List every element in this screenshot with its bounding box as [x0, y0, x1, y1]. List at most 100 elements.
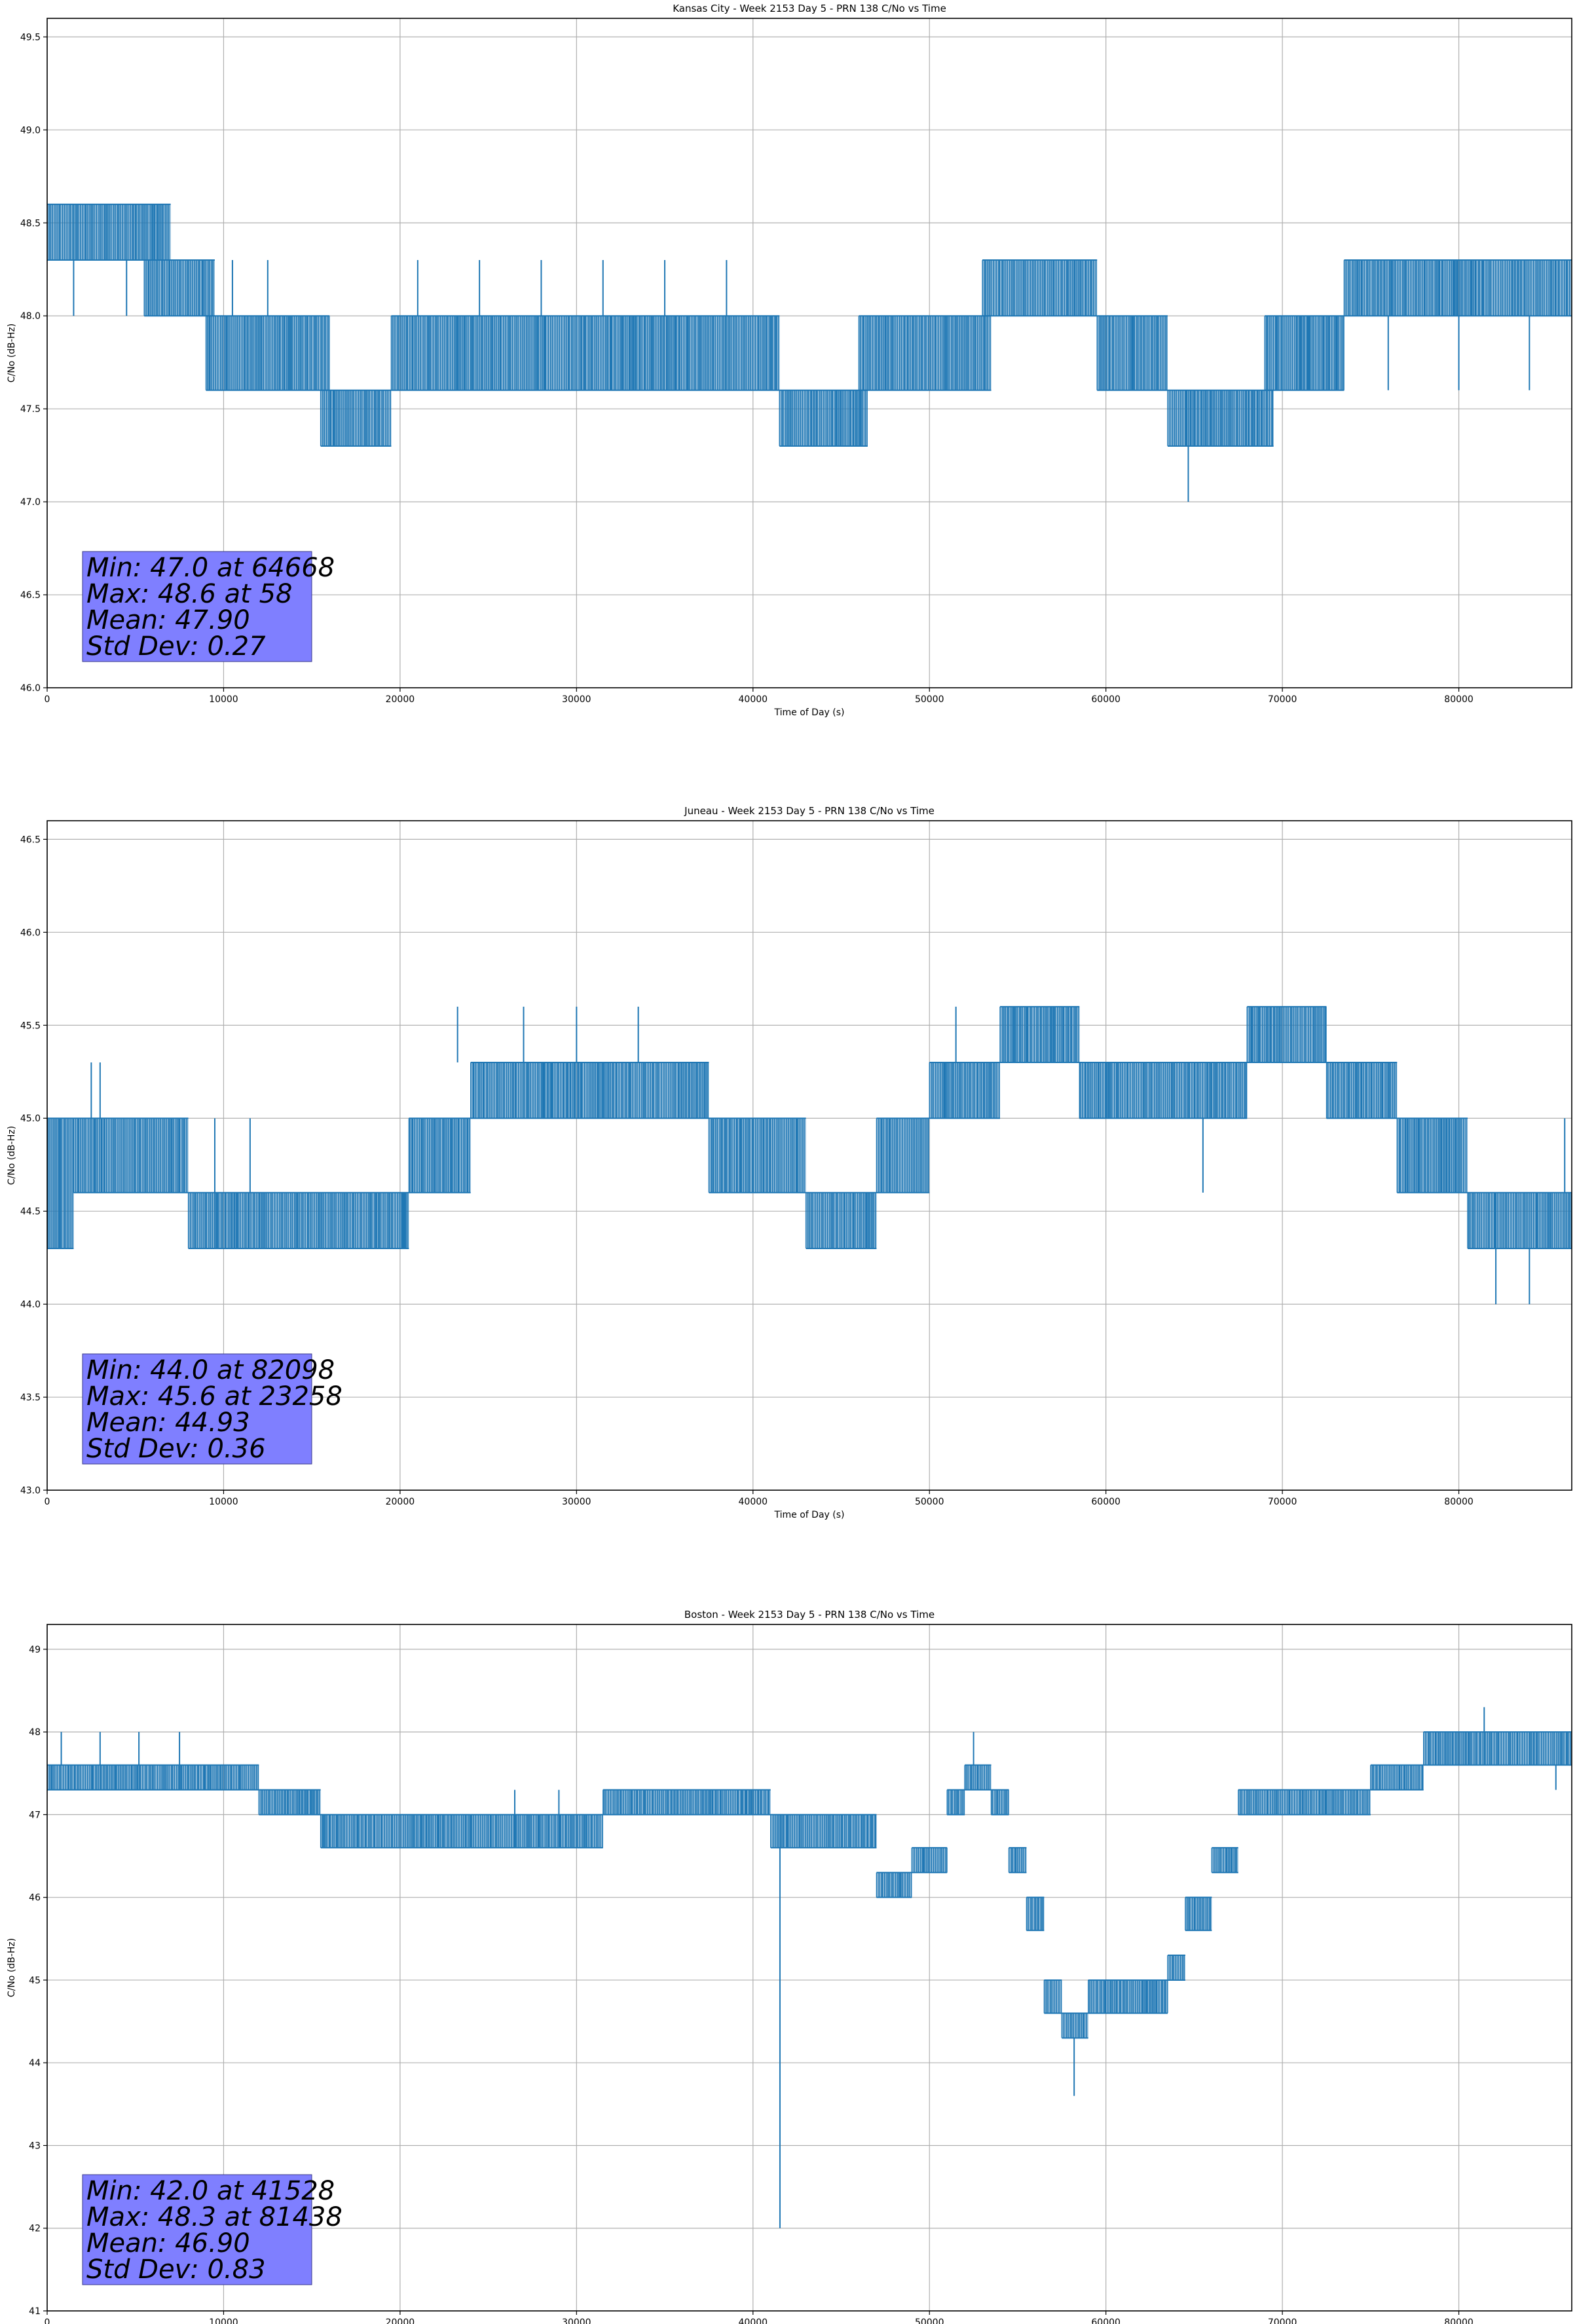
stats-line: Min: 42.0 at 41528 [86, 2176, 335, 2206]
stats-line: Min: 47.0 at 64668 [86, 553, 335, 583]
y-tick-label: 48.0 [20, 311, 41, 322]
y-axis-label: C/No (dB-Hz) [7, 324, 17, 383]
chart-panel-2: 0 10000 20000 30000 40000 50000 60000 70000 8000… [7, 805, 1572, 1520]
series-transitions [1061, 2013, 1087, 2038]
stats-line: Max: 48.6 at 58 [86, 579, 292, 609]
chart-title: Kansas City - Week 2153 Day 5 - PRN 138 … [673, 3, 946, 14]
chart-title: Boston - Week 2153 Day 5 - PRN 138 C/No … [684, 1609, 935, 1621]
series-transitions [73, 1118, 187, 1193]
series-line [47, 1707, 1572, 2228]
x-tick-label: 10000 [209, 2317, 238, 2324]
y-tick-label: 46.0 [20, 683, 41, 694]
x-tick-label: 80000 [1444, 2317, 1474, 2324]
x-tick-label: 40000 [739, 694, 768, 705]
series-transitions [1343, 260, 1570, 316]
series-transitions [708, 1118, 805, 1193]
stats-line: Mean: 44.93 [86, 1408, 250, 1438]
series-transitions [47, 1118, 73, 1248]
series-band [1026, 1897, 1045, 1931]
x-tick-label: 50000 [915, 1497, 944, 1507]
series-band [1468, 1192, 1572, 1248]
y-tick-label: 43 [29, 2141, 41, 2151]
x-tick-label: 30000 [562, 2317, 591, 2324]
y-tick-label: 47.0 [20, 497, 41, 508]
stats-line: Max: 48.3 at 81438 [86, 2202, 343, 2232]
x-tick-label: 70000 [1268, 694, 1297, 705]
stats-line: Mean: 47.90 [86, 605, 250, 635]
x-tick-label: 10000 [209, 1497, 238, 1507]
series-transitions [1043, 1979, 1062, 2014]
series-transitions [911, 1847, 948, 1873]
series-transitions [770, 1814, 877, 1848]
stats-line: Mean: 46.90 [86, 2228, 250, 2258]
x-tick-label: 20000 [386, 1497, 415, 1507]
series-line [47, 1005, 1572, 1305]
series-transitions [1096, 316, 1168, 390]
chart-panel-3: 0 10000 20000 30000 40000 50000 60000 70000 8000… [7, 1609, 1572, 2324]
x-tick-label: 50000 [915, 2317, 944, 2324]
series-transitions [470, 1062, 709, 1119]
series-transitions [320, 390, 391, 446]
x-tick-label: 0 [45, 1497, 50, 1507]
stats-box-background [82, 1353, 312, 1465]
series-transitions [320, 1814, 470, 1848]
series-transitions [1167, 1955, 1185, 1980]
y-tick-label: 45.5 [20, 1021, 41, 1031]
series-transitions [1370, 1765, 1424, 1790]
series-transitions [1246, 1006, 1327, 1063]
series-transitions [858, 316, 991, 390]
series-transitions [876, 1872, 912, 1898]
x-tick-label: 0 [45, 694, 50, 705]
series-transitions [408, 1118, 470, 1193]
x-tick-label: 30000 [562, 694, 591, 705]
stats-line: Min: 44.0 at 82098 [86, 1355, 335, 1385]
series-transitions [603, 1790, 770, 1815]
x-tick-label: 80000 [1444, 694, 1474, 705]
series-transitions [1088, 1979, 1168, 2014]
stats-line: Max: 45.6 at 23258 [86, 1381, 343, 1412]
x-axis-label: Time of Day (s) [774, 707, 845, 718]
x-tick-label: 70000 [1268, 2317, 1297, 2324]
series-transitions [47, 1765, 259, 1790]
x-tick-label: 40000 [739, 2317, 768, 2324]
series-transitions [990, 1790, 1009, 1815]
series-transitions [1282, 1790, 1370, 1815]
y-tick-label: 48 [29, 1727, 41, 1738]
x-tick-label: 30000 [562, 1497, 591, 1507]
series-transitions [1467, 1192, 1572, 1248]
series-transitions [390, 316, 779, 390]
x-tick-label: 20000 [386, 2317, 415, 2324]
series-line [47, 203, 1572, 502]
series-transitions [258, 1790, 320, 1815]
x-tick-label: 60000 [1091, 694, 1121, 705]
y-axis-label: C/No (dB-Hz) [7, 1938, 17, 1997]
chart-title: Juneau - Week 2153 Day 5 - PRN 138 C/No … [684, 805, 935, 817]
series-transitions [1008, 1847, 1026, 1873]
y-tick-label: 49.0 [20, 125, 41, 136]
series-transitions [999, 1006, 1080, 1063]
y-tick-label: 44.5 [20, 1207, 41, 1217]
y-tick-label: 46.5 [20, 834, 41, 845]
series-band [991, 1790, 1009, 1815]
plot-frame [46, 820, 1572, 1491]
series-transitions [1211, 1847, 1237, 1873]
stats-box-background [82, 551, 312, 662]
stats-box-background [82, 2174, 312, 2285]
y-tick-label: 49.5 [20, 32, 41, 43]
series-transitions [779, 390, 868, 446]
x-tick-label: 60000 [1091, 2317, 1121, 2324]
stats-line: Std Dev: 0.27 [86, 631, 266, 662]
series-transitions [470, 1814, 603, 1848]
x-tick-label: 0 [45, 2317, 50, 2324]
y-tick-label: 46 [29, 1893, 41, 1903]
y-tick-label: 41 [29, 2306, 41, 2317]
x-tick-label: 10000 [209, 694, 238, 705]
y-tick-label: 48.5 [20, 218, 41, 229]
series-transitions [1079, 1062, 1248, 1119]
x-tick-label: 40000 [739, 1497, 768, 1507]
y-tick-label: 46.0 [20, 928, 41, 938]
